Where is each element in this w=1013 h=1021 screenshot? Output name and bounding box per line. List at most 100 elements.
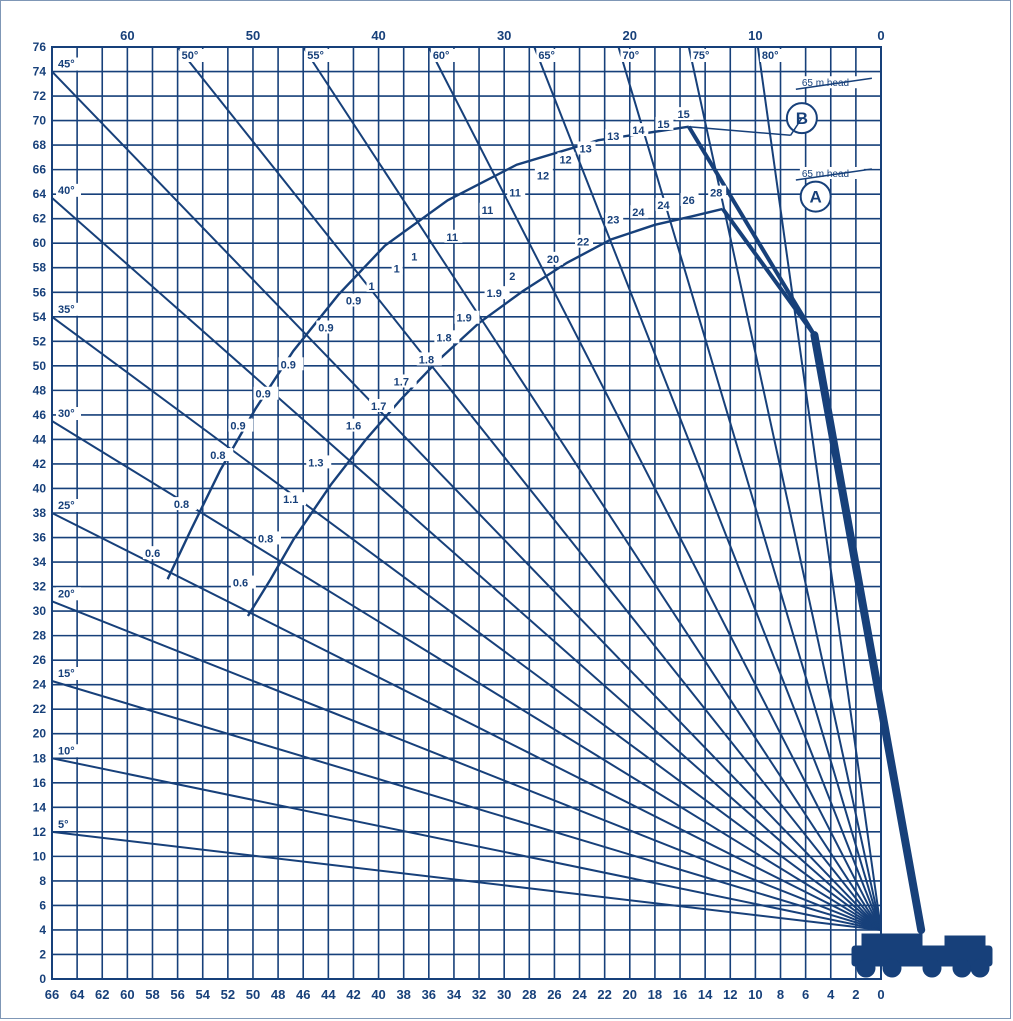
y-tick-label: 72 (33, 89, 47, 103)
load-value-label: 11 (482, 205, 494, 217)
radial-angle-label: 5° (58, 819, 69, 831)
y-tick-label: 24 (33, 678, 47, 692)
y-tick-label: 40 (33, 481, 47, 495)
load-value-label: 12 (537, 170, 549, 182)
radial-label-bg (56, 817, 74, 831)
x-tick-label-bottom: 14 (698, 987, 713, 1002)
load-label-bg (575, 234, 594, 248)
radial-angle-label: 35° (58, 304, 75, 316)
load-label-bg (708, 185, 727, 199)
radial-angle-label: 20° (58, 588, 75, 600)
radial-angle-label: 75° (693, 50, 710, 62)
x-tick-label-bottom: 8 (777, 987, 784, 1002)
y-tick-label: 32 (33, 580, 47, 594)
load-label-bg (655, 197, 674, 211)
x-tick-label-bottom: 64 (70, 987, 85, 1002)
radial-line (51, 830, 882, 931)
radial-label-bg (56, 667, 81, 681)
load-label-bg (230, 575, 256, 589)
carrier-wheel (952, 958, 972, 978)
radial-line (617, 46, 882, 931)
y-tick-label: 42 (33, 457, 47, 471)
radial-line (51, 757, 882, 931)
radial-label-bg (56, 407, 81, 421)
radial-label-bg (56, 587, 81, 601)
radial-label-bg (56, 744, 81, 758)
crane-carrier (851, 933, 993, 978)
load-value-label: 2 (509, 271, 515, 283)
load-label-bg (605, 212, 624, 226)
load-label-bg (208, 448, 234, 462)
load-label-bg (316, 320, 342, 334)
y-tick-label: 14 (33, 800, 47, 814)
radial-label-bg (536, 49, 562, 62)
radial-angle-label: 30° (58, 408, 75, 420)
y-tick-label: 10 (33, 849, 47, 863)
annotation-bg (799, 166, 864, 179)
x-tick-label-bottom: 44 (321, 987, 336, 1002)
load-label-bg (434, 330, 460, 344)
jib-b-connector (688, 125, 791, 137)
x-tick-label-top: 0 (877, 28, 884, 43)
x-tick-label-bottom: 16 (673, 987, 687, 1002)
head-arrow-line (795, 77, 872, 90)
radial-line (51, 70, 882, 931)
load-label-bg (479, 202, 498, 216)
jib-lattice (687, 125, 817, 337)
load-value-label: 26 (683, 195, 695, 207)
load-value-label: 1.7 (371, 401, 386, 413)
y-tick-label: 34 (33, 555, 47, 569)
load-label-bg (484, 286, 510, 300)
load-label-bg (253, 386, 279, 400)
load-value-label: 11 (509, 188, 521, 200)
carrier-wheel (922, 958, 942, 978)
x-tick-label-bottom: 62 (95, 987, 109, 1002)
radial-label-bg (759, 49, 785, 62)
x-tick-label-bottom: 2 (852, 987, 859, 1002)
x-tick-label-top: 20 (623, 28, 637, 43)
radial-angle-label: 80° (762, 50, 779, 62)
load-value-label: 14 (632, 125, 645, 137)
radial-label-bg (690, 49, 716, 62)
carrier-wheel (970, 958, 990, 978)
carrier-cab (861, 933, 923, 949)
load-value-label: 1 (369, 281, 375, 293)
y-tick-label: 70 (33, 114, 47, 128)
x-tick-label-bottom: 66 (45, 987, 59, 1002)
radial-angle-label: 65° (538, 50, 555, 62)
load-value-label: 0.6 (233, 578, 248, 590)
load-value-label: 11 (446, 232, 458, 244)
y-tick-label: 28 (33, 629, 47, 643)
x-tick-label-bottom: 4 (827, 987, 835, 1002)
radial-line (427, 46, 882, 931)
radial-line (51, 680, 882, 931)
load-label-bg (281, 492, 307, 506)
jib-range-curve (166, 125, 689, 580)
load-value-label: 13 (580, 143, 592, 155)
load-value-label: 24 (657, 200, 670, 212)
load-label-bg (444, 229, 463, 243)
load-value-label: 15 (678, 109, 690, 121)
x-tick-label-bottom: 12 (723, 987, 737, 1002)
load-value-label: 15 (657, 119, 669, 131)
y-tick-label: 12 (33, 825, 47, 839)
load-value-label: 1.9 (456, 313, 471, 325)
x-tick-label-bottom: 22 (597, 987, 611, 1002)
load-value-label: 1.1 (283, 494, 298, 506)
x-tick-label-bottom: 46 (296, 987, 310, 1002)
y-tick-label: 76 (33, 40, 47, 54)
load-label-bg (630, 123, 649, 137)
load-label-bg (655, 116, 674, 130)
load-value-label: 0.9 (281, 359, 296, 371)
boom (810, 331, 926, 934)
y-tick-label: 26 (33, 653, 47, 667)
x-tick-label-bottom: 34 (447, 987, 462, 1002)
y-tick-label: 44 (33, 432, 47, 446)
radial-label-bg (430, 49, 456, 62)
load-label-bg (142, 546, 168, 560)
x-tick-label-bottom: 26 (547, 987, 561, 1002)
load-value-label: 23 (607, 215, 619, 227)
carrier-wheel (882, 958, 902, 978)
load-value-label: 22 (577, 237, 589, 249)
head-annotation: 65 m head (802, 78, 849, 89)
